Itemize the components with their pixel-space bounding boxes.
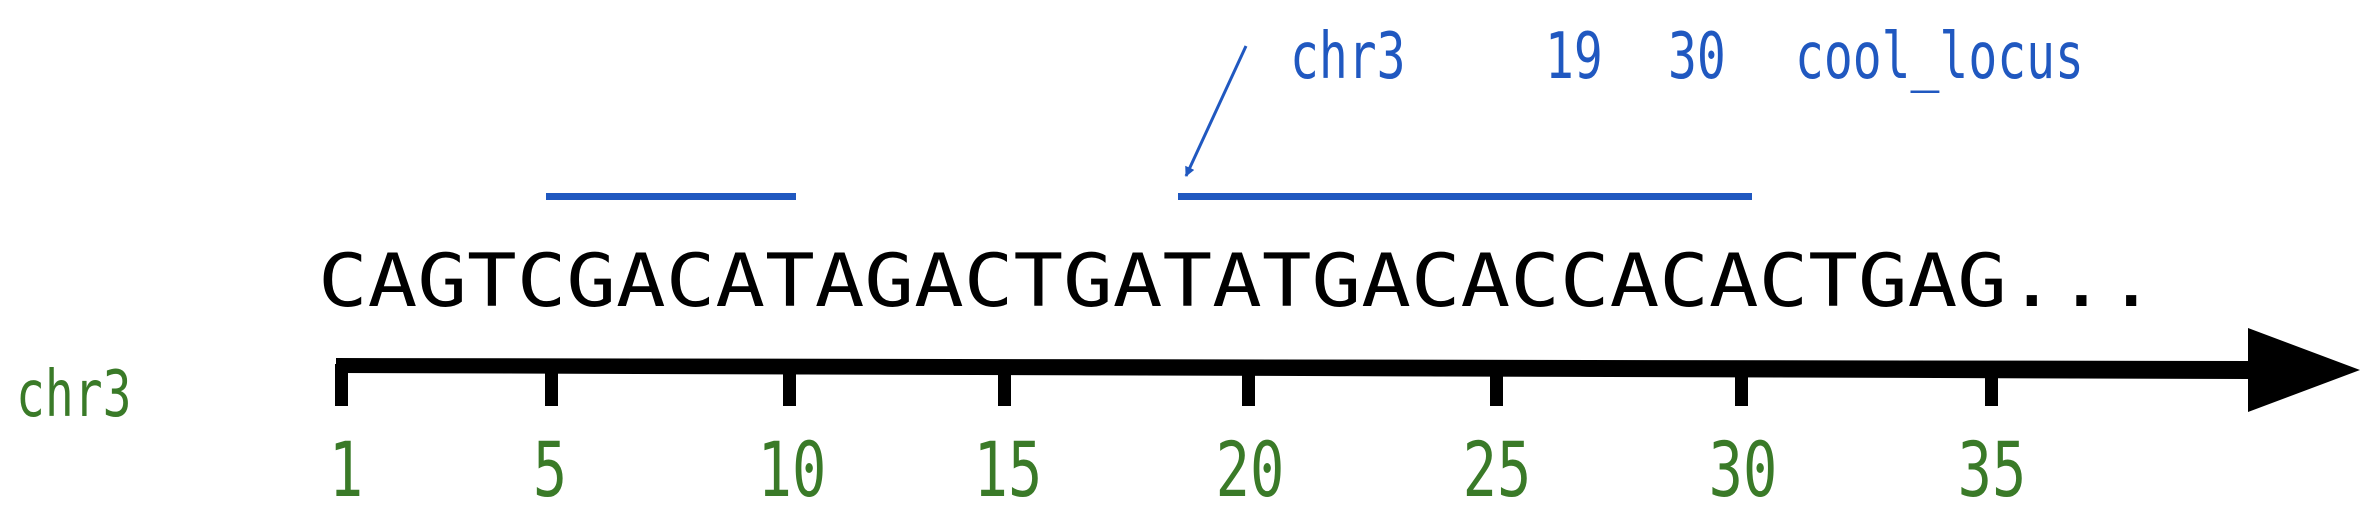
tick-label-35: 35 <box>1958 426 2027 511</box>
tick-label-5: 5 <box>533 426 567 511</box>
dna-sequence: CAGTCGACATAGACTGATATGACACCACACTGAG... <box>318 239 2156 324</box>
annotation-start: 19 <box>1545 19 1603 94</box>
tick-label-30: 30 <box>1709 426 1778 511</box>
interval-bar-2 <box>1178 193 1752 200</box>
tick-label-15: 15 <box>974 426 1043 511</box>
annotation-chrom: chr3 <box>1290 19 1406 94</box>
tick-label-25: 25 <box>1463 426 1532 511</box>
axis-tick-1 <box>335 364 348 406</box>
tick-label-1: 1 <box>329 426 363 511</box>
axis-arrow <box>336 328 2360 412</box>
chromosome-label: chr3 <box>16 357 132 432</box>
annotation-header: chr3 19 30 cool_locus <box>1290 19 2084 94</box>
axis-tick-15 <box>998 364 1011 406</box>
axis-tick-35 <box>1985 364 1998 406</box>
annotation-name: cool_locus <box>1795 19 2084 94</box>
coordinate-axis: 1 5 10 15 20 25 30 35 <box>329 328 2360 511</box>
axis-tick-10 <box>783 364 796 406</box>
axis-tick-20 <box>1242 364 1255 406</box>
tick-label-20: 20 <box>1216 426 1285 511</box>
annotation-end: 30 <box>1668 19 1726 94</box>
annotation-pointer-arrow <box>1184 45 1248 177</box>
interval-bar-1 <box>546 193 796 200</box>
axis-tick-5 <box>545 364 558 406</box>
axis-tick-25 <box>1490 364 1503 406</box>
tick-label-10: 10 <box>758 426 827 511</box>
axis-tick-30 <box>1735 364 1748 406</box>
